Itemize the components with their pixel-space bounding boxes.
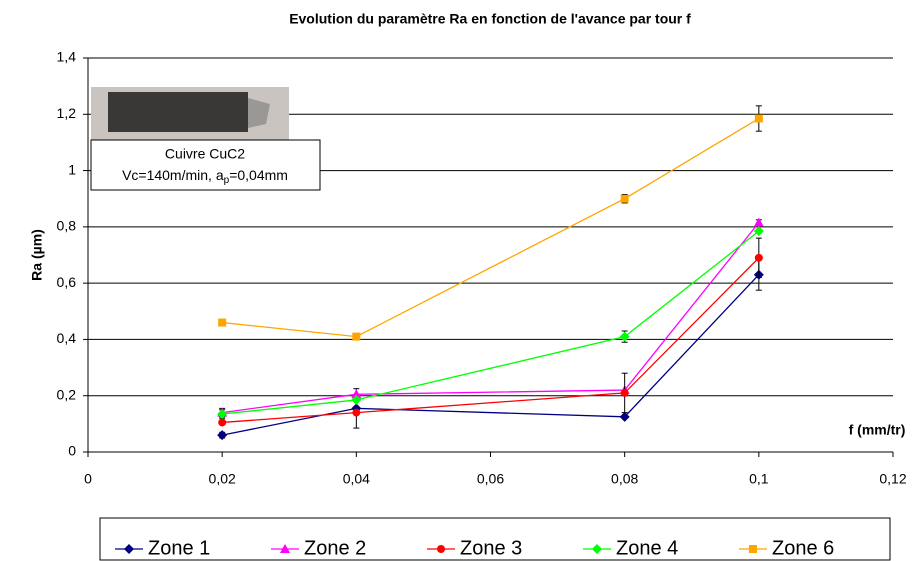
marker: [753, 217, 764, 227]
marker: [754, 114, 763, 123]
y-tick-label: 0,4: [57, 330, 77, 346]
y-tick-label: 1,2: [57, 105, 77, 121]
inset-line: Vc=140m/min, ap=0,04mm: [122, 167, 288, 186]
marker: [749, 545, 757, 553]
series-line: [222, 230, 760, 415]
series-line: [222, 222, 760, 414]
x-tick-label: 0,06: [477, 471, 504, 487]
y-tick-label: 0,8: [57, 218, 77, 234]
x-axis-label: f (mm/tr): [849, 422, 906, 438]
marker: [619, 411, 630, 422]
marker: [592, 544, 602, 554]
y-axis-label: Ra (µm): [29, 229, 45, 281]
x-tick-label: 0,12: [879, 471, 906, 487]
legend: Zone 1 Zone 2 Zone 3 Zone 4 Zone 6: [115, 537, 834, 559]
legend-label: Zone 1: [148, 537, 210, 559]
marker: [217, 409, 228, 420]
x-tick-label: 0: [84, 471, 92, 487]
marker: [352, 332, 361, 341]
tool-insert: [248, 98, 270, 128]
inset-text: Vc=140m/min, a: [122, 167, 224, 183]
marker: [280, 544, 290, 553]
marker: [352, 408, 361, 417]
marker: [218, 418, 227, 427]
legend-label: Zone 3: [460, 537, 522, 559]
inset-box: [90, 139, 321, 191]
x-tick-label: 0,02: [209, 471, 236, 487]
marker: [754, 253, 763, 262]
series-line: [222, 257, 760, 424]
x-tick-label: 0,1: [749, 471, 769, 487]
inset-subscript: p: [224, 175, 230, 186]
inset-line: Cuivre CuC2: [165, 146, 245, 162]
marker: [351, 394, 362, 405]
x-tick-label: 0,08: [611, 471, 638, 487]
chart-title: Evolution du paramètre Ra en fonction de…: [289, 11, 691, 27]
marker: [620, 194, 629, 203]
x-tick-label: 0,04: [343, 471, 370, 487]
marker: [753, 226, 764, 237]
y-tick-label: 0,2: [57, 386, 77, 402]
legend-box: [99, 517, 891, 561]
legend-label: Zone 6: [772, 537, 834, 559]
inset-text: =0,04mm: [229, 167, 288, 183]
marker: [218, 318, 227, 327]
inset: Cuivre CuC2 Vc=140m/min, ap=0,04mm: [90, 87, 321, 191]
legend-label: Zone 2: [304, 537, 366, 559]
marker: [620, 388, 629, 397]
marker: [351, 389, 362, 399]
marker: [124, 544, 134, 554]
y-tick-label: 1: [68, 161, 76, 177]
tool-body: [108, 92, 248, 132]
y-tick-label: 0: [68, 443, 76, 459]
y-tick-label: 0,6: [57, 274, 77, 290]
y-tick-label: 1,4: [57, 49, 77, 65]
marker: [619, 331, 630, 342]
marker: [437, 545, 445, 553]
series-line: [222, 274, 760, 436]
legend-label: Zone 4: [616, 537, 678, 559]
series-line: [222, 117, 760, 338]
marker: [217, 430, 228, 441]
